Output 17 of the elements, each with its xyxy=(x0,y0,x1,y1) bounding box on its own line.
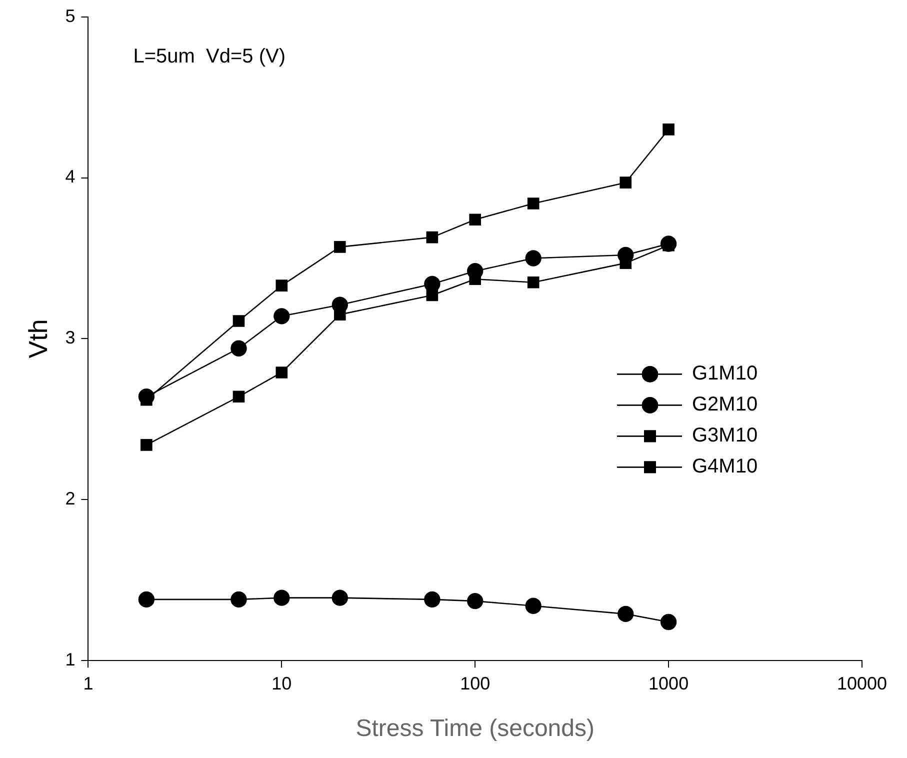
y-tick-label: 1 xyxy=(65,650,76,670)
x-axis-title: Stress Time (seconds) xyxy=(356,715,594,742)
y-tick-label: 3 xyxy=(65,328,76,348)
x-tick-label: 1000 xyxy=(648,673,689,694)
y-tick-label: 5 xyxy=(65,6,76,26)
x-tick-label: 10 xyxy=(272,673,292,694)
legend-label: G4M10 xyxy=(692,456,758,478)
y-tick-label: 4 xyxy=(65,166,76,187)
y-tick-label: 2 xyxy=(65,488,76,509)
x-tick-label: 100 xyxy=(460,673,490,694)
annotation: L=5um Vd=5 (V) xyxy=(133,45,286,68)
legend-label: G2M10 xyxy=(692,394,758,416)
x-tick-label: 10000 xyxy=(836,673,888,694)
x-tick-label: 1 xyxy=(83,673,94,694)
y-axis-title: Vth xyxy=(22,319,53,358)
legend-label: G1M10 xyxy=(692,362,758,385)
legend-label: G3M10 xyxy=(692,424,758,447)
